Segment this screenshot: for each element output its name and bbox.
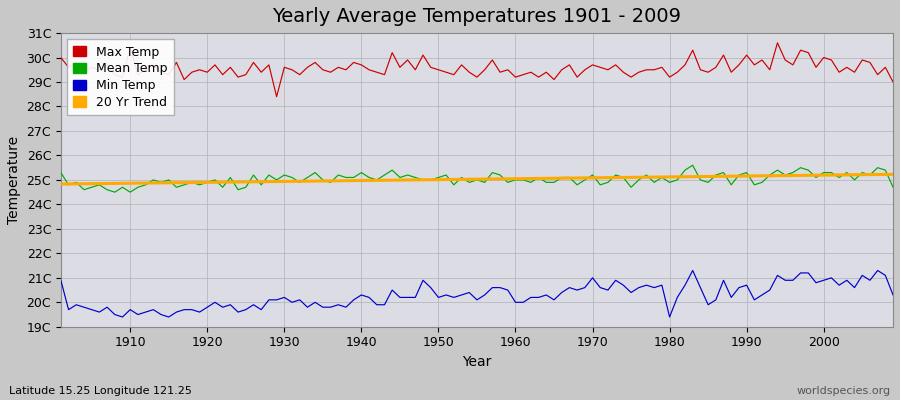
Title: Yearly Average Temperatures 1901 - 2009: Yearly Average Temperatures 1901 - 2009 [273, 7, 681, 26]
X-axis label: Year: Year [463, 355, 491, 369]
Y-axis label: Temperature: Temperature [7, 136, 21, 224]
Text: worldspecies.org: worldspecies.org [796, 386, 891, 396]
Text: Latitude 15.25 Longitude 121.25: Latitude 15.25 Longitude 121.25 [9, 386, 192, 396]
Legend: Max Temp, Mean Temp, Min Temp, 20 Yr Trend: Max Temp, Mean Temp, Min Temp, 20 Yr Tre… [68, 39, 174, 115]
